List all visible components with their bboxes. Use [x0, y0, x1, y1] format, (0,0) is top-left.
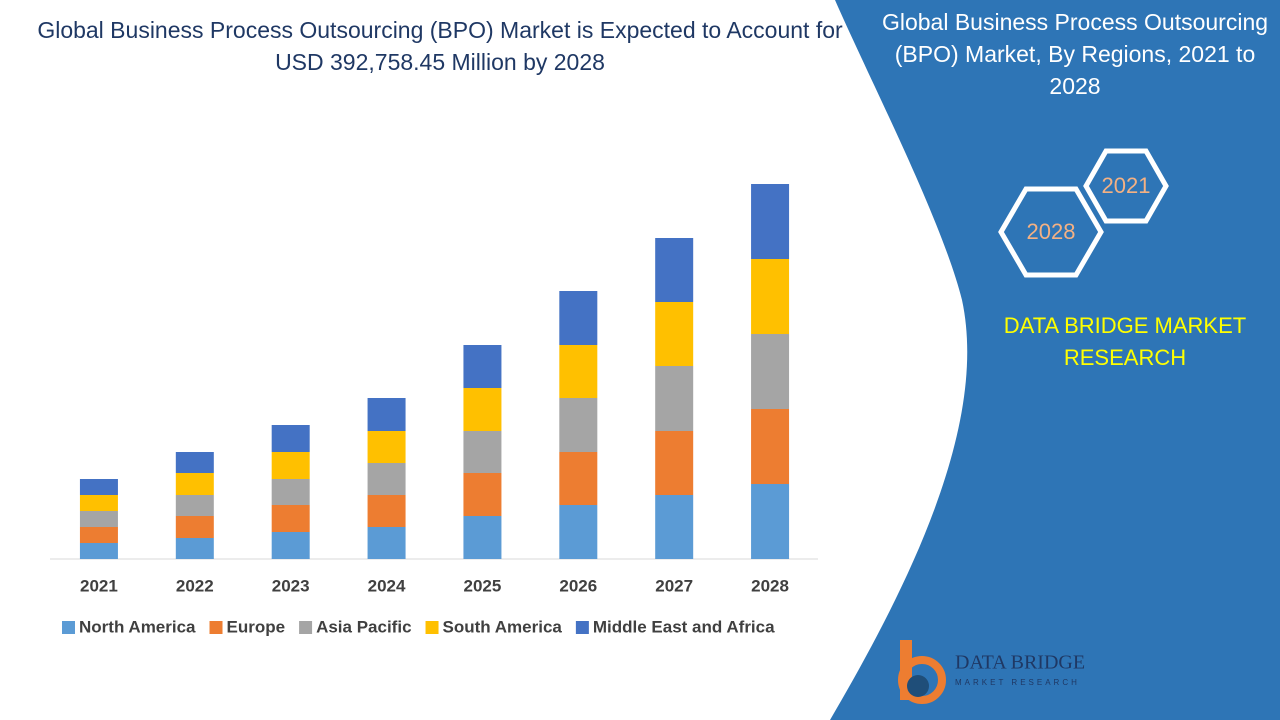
- bar-segment: [271, 505, 310, 532]
- bar-segment: [559, 398, 598, 452]
- bar-segment: [559, 291, 598, 345]
- logo-tagline: MARKET RESEARCH: [955, 678, 1080, 687]
- bar-segment: [655, 238, 694, 302]
- legend-label: North America: [79, 617, 196, 636]
- logo-icon: [898, 656, 946, 704]
- bar-segment: [559, 505, 598, 559]
- legend-swatch: [425, 621, 439, 634]
- hexagon: [1083, 148, 1169, 224]
- hexagon-label: 2028: [1027, 219, 1076, 244]
- bar-segment: [655, 431, 694, 495]
- bar-segment: [175, 516, 214, 538]
- x-tick-label: 2024: [368, 576, 406, 595]
- bar-segment: [463, 516, 502, 559]
- bar-segment: [655, 495, 694, 559]
- x-tick-label: 2023: [272, 576, 310, 595]
- x-tick-label: 2027: [655, 576, 693, 595]
- bar-segment: [79, 511, 118, 527]
- bar-segment: [175, 473, 214, 495]
- side-panel: [830, 0, 1280, 720]
- bar-segment: [559, 452, 598, 505]
- bar-segment: [463, 345, 502, 388]
- legend-swatch: [209, 621, 223, 634]
- bar-segment: [559, 345, 598, 398]
- x-tick-label: 2022: [176, 576, 214, 595]
- bar-segment: [79, 495, 118, 511]
- bar-segment: [271, 479, 310, 505]
- bar-segment: [463, 473, 502, 516]
- bar-segment: [175, 538, 214, 559]
- bar-segment: [367, 495, 406, 527]
- bar-segment: [367, 431, 406, 463]
- bar-segment: [367, 527, 406, 559]
- hexagon-label: 2021: [1102, 173, 1151, 198]
- x-tick-label: 2028: [751, 576, 789, 595]
- legend-label: Middle East and Africa: [593, 617, 775, 636]
- bar-segment: [79, 527, 118, 543]
- bar-segment: [655, 366, 694, 431]
- bar-segment: [367, 463, 406, 495]
- legend-label: Europe: [227, 617, 286, 636]
- legend-swatch: [299, 621, 313, 634]
- bar-segment: [271, 532, 310, 559]
- hexagon: [998, 186, 1104, 278]
- legend-swatch: [62, 621, 75, 634]
- logo-name: DATA BRIDGE: [955, 652, 1085, 674]
- bar-segment: [751, 334, 790, 409]
- bar-segment: [367, 398, 406, 431]
- bar-segment: [271, 452, 310, 479]
- legend-label: South America: [443, 617, 563, 636]
- bar-segment: [751, 484, 790, 559]
- legend-swatch: [575, 621, 589, 634]
- brand: DATA BRIDGE MARKET RESEARCH: [1003, 313, 1247, 370]
- x-tick-label: 2025: [464, 576, 502, 595]
- bar-segment: [463, 431, 502, 473]
- bar-segment: [79, 479, 118, 495]
- bar-segment: [175, 495, 214, 516]
- bar-segment: [463, 388, 502, 431]
- chart-title: Global Business Process Outsourcing (BPO…: [37, 17, 843, 75]
- bar-segment: [79, 543, 118, 559]
- x-tick-label: 2021: [80, 576, 118, 595]
- bar-segment: [751, 184, 790, 259]
- logo-icon: [907, 675, 929, 697]
- bar-segment: [655, 302, 694, 366]
- bar-segment: [175, 452, 214, 473]
- bar-segment: [751, 259, 790, 334]
- bar-segment: [271, 425, 310, 452]
- x-tick-label: 2026: [559, 576, 597, 595]
- bar-segment: [751, 409, 790, 484]
- panel-title: Global Business Process Outsourcing (BPO…: [881, 9, 1269, 99]
- legend-label: Asia Pacific: [316, 617, 411, 636]
